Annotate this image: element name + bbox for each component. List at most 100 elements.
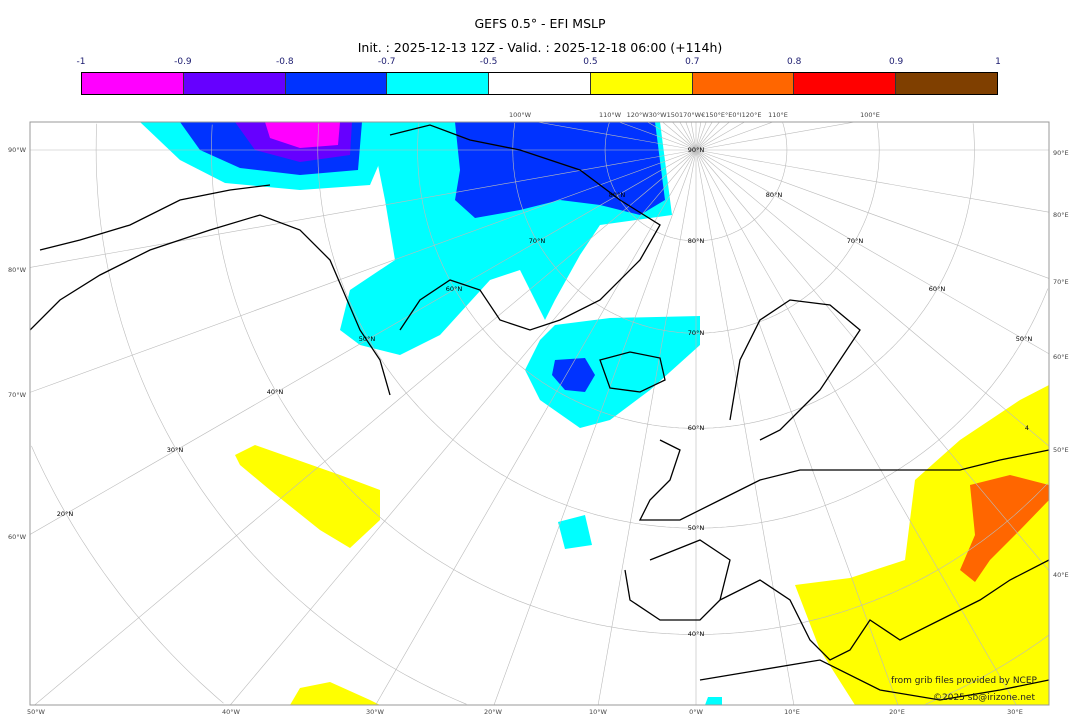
map-label: 40°E xyxy=(1053,571,1069,579)
meridian-line xyxy=(695,149,1049,213)
map-label: 80°W xyxy=(8,266,27,274)
map-label: 80°E xyxy=(1053,211,1069,219)
meridian-line xyxy=(695,122,707,151)
colorbar-cell xyxy=(489,73,591,94)
map-label: 80°N xyxy=(766,191,783,199)
map-label: 90°E xyxy=(1053,149,1069,157)
map-label: 4 xyxy=(1025,424,1029,432)
meridian-line xyxy=(695,122,702,151)
cyan-region-iceland xyxy=(525,316,700,428)
map-label: 50°N xyxy=(359,335,376,343)
map-label: 40°W xyxy=(222,708,241,716)
map-label: 60°W xyxy=(8,533,27,541)
colorbar-label: 1 xyxy=(995,57,1001,67)
map-label: 90°N xyxy=(688,146,705,154)
meridian-line xyxy=(695,149,795,705)
map-label: 70°N xyxy=(688,329,705,337)
meridian-line xyxy=(690,122,697,151)
map-label: 60°N xyxy=(929,285,946,293)
efi-shading xyxy=(140,122,1049,705)
map-label: 110°W xyxy=(599,111,622,119)
map-label: 80°N xyxy=(609,191,626,199)
map-label: 20°W xyxy=(484,708,503,716)
colorbar-cell xyxy=(183,73,286,94)
meridian-line xyxy=(34,149,697,705)
meridian-line xyxy=(30,149,697,393)
meridian-line xyxy=(695,122,745,151)
map-label: 10°E xyxy=(784,708,800,716)
axis-labels: 90°W 80°W 70°W 60°W 90°E 80°E 70°E 60°E 50°E 40°E… xyxy=(8,111,1069,716)
map-label: 20°E xyxy=(889,708,905,716)
map-label: 10°W xyxy=(589,708,608,716)
map-label: 100°E xyxy=(860,111,880,119)
meridian-line xyxy=(695,122,713,151)
colorbar xyxy=(81,72,998,95)
colorbar-cell xyxy=(896,73,998,94)
map-label: 110°E xyxy=(768,111,788,119)
latitude-line xyxy=(95,123,1049,705)
latitude-line xyxy=(31,445,224,704)
latitude-line xyxy=(317,123,1049,529)
copyright: ©2025 sb@irizone.net xyxy=(933,693,1035,703)
map-label: 50°N xyxy=(1016,335,1033,343)
meridian-line xyxy=(30,149,697,535)
map-label: 60°N xyxy=(688,424,705,432)
meridian-line xyxy=(695,149,1049,355)
meridian-line xyxy=(30,149,697,268)
meridian-line xyxy=(679,122,697,151)
map-label: 50°W xyxy=(27,708,46,716)
map-label: 30°W xyxy=(366,708,385,716)
map-label: 40°N xyxy=(267,388,284,396)
coastlines xyxy=(30,124,1049,701)
meridian-line xyxy=(695,149,1017,705)
colorbar-cell xyxy=(794,73,897,94)
meridian-line xyxy=(695,122,730,151)
meridian-line xyxy=(695,149,899,705)
map-label: 60°N xyxy=(446,285,463,293)
meridian-line xyxy=(695,149,1049,447)
meridian-line xyxy=(695,149,1049,571)
map-label: 30°E xyxy=(1007,708,1023,716)
latitude-line xyxy=(417,123,975,429)
latitude-line xyxy=(211,124,1048,635)
meridian-line xyxy=(375,149,697,705)
colorbar-cell xyxy=(82,73,184,94)
source-credit: from grib files provided by NCEP xyxy=(891,676,1037,686)
map-label: 60°E xyxy=(1053,353,1069,361)
colorbar-cell xyxy=(387,73,490,94)
meridian-line xyxy=(695,149,1049,279)
colorbar-label: -0.7 xyxy=(377,57,396,67)
meridian-line xyxy=(685,122,697,151)
latitude-line xyxy=(512,122,880,334)
colorbar-cell xyxy=(285,73,388,94)
yellow-region-atlantic xyxy=(235,445,380,548)
colorbar-label: 0.8 xyxy=(787,57,802,67)
map-label: 70°W xyxy=(8,391,27,399)
map-title: GEFS 0.5° - EFI MSLP xyxy=(474,16,606,31)
meridian-line xyxy=(230,149,697,705)
map-subtitle: Init. : 2025-12-13 12Z - Valid. : 2025-1… xyxy=(357,40,723,55)
colorbar-label: -0.5 xyxy=(479,57,498,67)
magenta-region-nw xyxy=(265,122,340,148)
map-label: 70°N xyxy=(529,237,546,245)
colorbar-label: 0.7 xyxy=(685,57,700,67)
map-label: 50°N xyxy=(688,524,705,532)
map-label: 80°N xyxy=(688,237,705,245)
map-label: 20°N xyxy=(57,510,74,518)
colorbar-label: 0.5 xyxy=(583,57,598,67)
latitude-line xyxy=(604,122,788,242)
colorbar-cell xyxy=(590,73,693,94)
meridian-line xyxy=(618,122,697,151)
meridian-line xyxy=(493,149,697,705)
blue-region-iceland xyxy=(552,358,595,392)
meridian-line xyxy=(647,122,697,151)
yellow-region-south xyxy=(290,682,380,705)
meridian-line xyxy=(662,122,697,151)
colorbar-label: -1 xyxy=(76,57,86,67)
colorbar-label: 0.9 xyxy=(888,57,904,67)
map-label: 70°E xyxy=(1053,278,1069,286)
meridian-line xyxy=(537,122,697,151)
map-label: 40°N xyxy=(688,630,705,638)
orange-region-east xyxy=(960,475,1049,582)
